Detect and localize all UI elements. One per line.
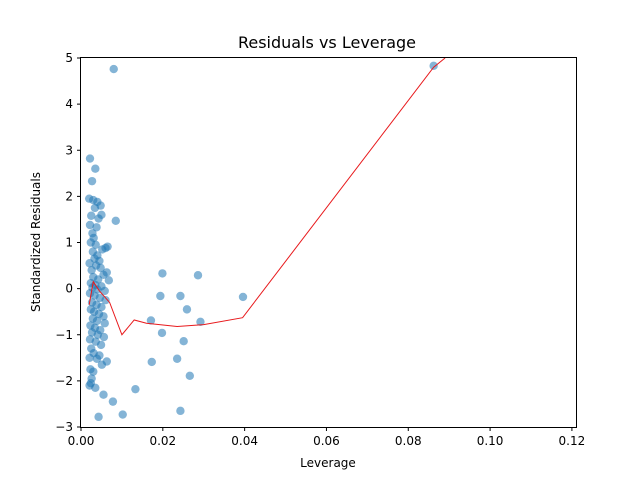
scatter-point xyxy=(176,406,185,416)
scatter-point xyxy=(91,240,100,250)
y-axis-label: Standardized Residuals xyxy=(29,172,43,312)
scatter-point xyxy=(94,214,103,223)
scatter-point xyxy=(100,319,109,328)
x-tick-label: 0.06 xyxy=(313,434,340,448)
y-tick-label: 3 xyxy=(65,143,73,157)
scatter-point xyxy=(185,371,195,380)
scatter-point xyxy=(156,291,165,301)
scatter-point xyxy=(146,316,156,325)
scatter-point xyxy=(89,367,98,376)
x-tick-label: 0.08 xyxy=(395,434,422,448)
scatter-point xyxy=(92,316,102,326)
x-tick-label: 0.00 xyxy=(68,434,95,448)
scatter-point xyxy=(182,305,192,314)
scatter-points xyxy=(84,61,438,422)
lowess-trend-line xyxy=(88,58,446,336)
scatter-point xyxy=(196,317,205,327)
scatter-point xyxy=(158,269,167,278)
scatter-point xyxy=(131,384,140,394)
x-axis-label: Leverage xyxy=(300,456,356,470)
x-tick-label: 0.04 xyxy=(231,434,258,448)
scatter-point xyxy=(85,353,94,363)
scatter-point xyxy=(111,216,120,226)
scatter-point xyxy=(101,295,110,305)
scatter-point xyxy=(429,61,438,71)
scatter-point xyxy=(109,64,118,74)
y-tick-label: −1 xyxy=(55,328,73,342)
x-axis-ticks: 0.00 0.02 0.04 0.06 0.08 0.10 0.12 xyxy=(68,427,586,448)
scatter-point xyxy=(99,332,109,342)
y-tick-label: 4 xyxy=(65,97,73,111)
scatter-point xyxy=(176,291,185,301)
scatter-point xyxy=(85,220,95,230)
scatter-point xyxy=(91,164,100,173)
scatter-point xyxy=(92,354,102,363)
scatter-point xyxy=(172,354,182,363)
y-tick-label: −3 xyxy=(55,420,73,434)
scatter-point xyxy=(92,223,101,232)
scatter-point xyxy=(85,259,94,268)
y-tick-label: 2 xyxy=(65,189,73,203)
scatter-point xyxy=(118,410,127,419)
scatter-point xyxy=(97,360,107,369)
scatter-point xyxy=(87,176,97,186)
scatter-point xyxy=(104,276,114,285)
scatter-point xyxy=(87,265,96,275)
scatter-point xyxy=(96,340,106,350)
scatter-point xyxy=(98,245,107,254)
scatter-point xyxy=(157,328,167,338)
scatter-point xyxy=(96,263,105,273)
x-tick-label: 0.12 xyxy=(559,434,586,448)
y-tick-label: 5 xyxy=(65,51,73,65)
y-tick-label: −2 xyxy=(55,374,73,388)
y-tick-label: 1 xyxy=(65,236,73,250)
scatter-point xyxy=(193,271,203,280)
scatter-point xyxy=(85,154,95,163)
scatter-point xyxy=(179,337,188,346)
plot-frame xyxy=(80,57,577,428)
x-tick-label: 0.10 xyxy=(477,434,504,448)
scatter-point xyxy=(99,312,108,321)
scatter-point xyxy=(100,286,109,296)
chart-title: Residuals vs Leverage xyxy=(238,33,416,52)
trend-line-group xyxy=(88,58,446,336)
scatter-point xyxy=(94,412,103,422)
y-axis-ticks: −3 −2 −1 0 1 2 3 4 5 xyxy=(55,51,81,434)
scatter-point xyxy=(90,203,100,213)
y-tick-label: 0 xyxy=(65,282,73,296)
scatter-point xyxy=(91,383,100,392)
scatter-point xyxy=(108,397,118,406)
scatter-point xyxy=(87,211,96,220)
x-tick-label: 0.02 xyxy=(149,434,176,448)
scatter-point xyxy=(147,357,156,367)
scatter-point xyxy=(99,390,108,399)
scatter-point xyxy=(238,292,248,302)
scatter-point xyxy=(97,302,106,312)
